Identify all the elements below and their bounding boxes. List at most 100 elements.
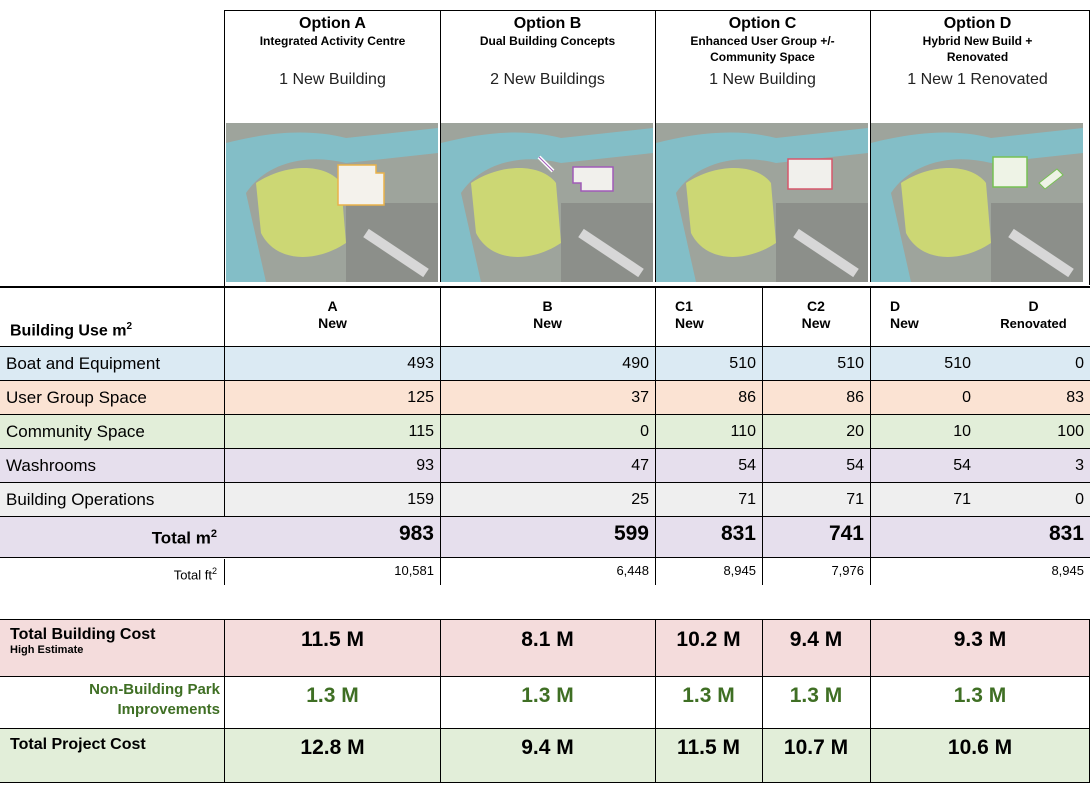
cost-sublabel: High Estimate: [10, 644, 84, 656]
total-m2-d: 831: [1048, 522, 1084, 545]
row-value: 3: [1075, 457, 1084, 474]
total-m2-c1: 831: [720, 522, 756, 545]
option-a-header: Option A Integrated Activity Centre 1 Ne…: [225, 11, 440, 286]
column-header-c1: C1 New: [655, 298, 762, 332]
option-subtitle: Hybrid New Build + Renovated: [922, 34, 1033, 64]
option-building-count: 1 New Building: [709, 71, 816, 88]
row-value: 0: [1075, 355, 1084, 372]
table-row: Washrooms 93 47 54 54 54 3: [0, 449, 1090, 482]
total-m2-c2: 741: [828, 522, 864, 545]
building-cost-c2: 9.4 M: [789, 628, 843, 651]
column-header-b: B New: [440, 298, 655, 332]
row-value: 93: [416, 457, 434, 474]
column-kind: Renovated: [1000, 316, 1067, 331]
total-ft2-c2: 7,976: [831, 563, 864, 578]
option-d-header: Option D Hybrid New Build + Renovated 1 …: [870, 11, 1085, 286]
park-cost-c1: 1.3 M: [682, 684, 735, 707]
row-value: 115: [408, 423, 434, 440]
row-value: 25: [631, 491, 649, 508]
column-kind: New: [318, 315, 347, 331]
site-plan-image-c: [656, 123, 868, 282]
option-subtitle: Integrated Activity Centre: [259, 34, 406, 48]
option-subtitle: Dual Building Concepts: [479, 34, 616, 48]
row-value: 37: [631, 389, 649, 406]
row-value: 100: [1057, 423, 1084, 440]
site-plan-image-a: [226, 123, 438, 282]
row-value: 0: [640, 423, 649, 440]
column-code: D: [1028, 298, 1039, 314]
option-title: Option A: [299, 15, 366, 32]
column-kind: New: [533, 315, 562, 331]
row-value: 86: [738, 389, 756, 406]
option-building-count: 2 New Buildings: [490, 71, 605, 88]
row-value: 125: [407, 389, 434, 406]
total-m2-label: Total m: [151, 528, 211, 548]
option-b-header: Option B Dual Building Concepts 2 New Bu…: [440, 11, 655, 286]
superscript: 2: [126, 320, 133, 332]
table-row: Boat and Equipment 493 490 510 510 510 0: [0, 347, 1090, 380]
cost-label: Non-Building Park Improvements: [89, 681, 220, 718]
option-building-count: 1 New 1 Renovated: [907, 71, 1048, 88]
column-kind: New: [675, 315, 704, 331]
total-ft2-c1: 8,945: [723, 563, 756, 578]
superscript: 2: [210, 528, 217, 540]
row-value: 71: [846, 491, 864, 508]
park-improvements-row: Non-Building Park Improvements 1.3 M 1.3…: [0, 676, 1090, 728]
project-cost-c1: 11.5 M: [676, 736, 741, 759]
row-value: 0: [962, 389, 971, 406]
option-title: Option B: [513, 15, 582, 32]
project-cost-a: 12.8 M: [300, 736, 365, 759]
building-cost-b: 8.1 M: [521, 628, 574, 651]
row-label: User Group Space: [6, 388, 147, 407]
total-ft2-label: Total ft: [173, 567, 212, 583]
column-kind: New: [801, 315, 831, 331]
column-code: B: [542, 298, 553, 314]
total-ft2-d: 8,945: [1051, 563, 1084, 578]
row-value: 510: [837, 355, 864, 372]
row-value: 510: [944, 355, 971, 372]
table-row: Community Space 115 0 110 20 10 100: [0, 415, 1090, 448]
option-title: Option C: [728, 15, 797, 32]
row-value: 0: [1075, 491, 1084, 508]
row-value: 86: [846, 389, 864, 406]
row-label: Building Operations: [6, 490, 155, 509]
row-value: 71: [738, 491, 756, 508]
row-value: 510: [729, 355, 756, 372]
total-m2-row: Total m2 983 599 831 741 831: [0, 517, 1090, 557]
row-value: 10: [953, 423, 971, 440]
column-header-d-new: D New: [870, 298, 977, 332]
column-header-a: A New: [225, 298, 440, 332]
row-value: 71: [953, 491, 971, 508]
building-cost-c1: 10.2 M: [676, 628, 741, 651]
site-plan-image-d: [871, 123, 1083, 282]
building-use-label: Building Use m: [10, 322, 127, 339]
row-label: Community Space: [6, 422, 145, 441]
row-value: 493: [407, 355, 434, 372]
park-cost-b: 1.3 M: [521, 684, 574, 707]
row-value: 54: [953, 457, 971, 474]
table-row: User Group Space 125 37 86 86 0 83: [0, 381, 1090, 414]
building-cost-a: 11.5 M: [300, 628, 365, 651]
column-kind: New: [890, 315, 919, 331]
project-cost-c2: 10.7 M: [783, 736, 849, 759]
total-ft2-b: 6,448: [616, 563, 649, 578]
total-building-cost-row: Total Building Cost High Estimate 11.5 M…: [0, 620, 1090, 676]
option-c-header: Option C Enhanced User Group +/- Communi…: [655, 11, 870, 286]
park-cost-a: 1.3 M: [306, 684, 359, 707]
column-header-d-renovated: D Renovated: [977, 298, 1090, 332]
project-cost-d: 10.6 M: [947, 736, 1013, 759]
row-value: 110: [730, 423, 756, 440]
column-code: C1: [675, 298, 693, 314]
park-cost-d: 1.3 M: [953, 684, 1007, 707]
row-value: 54: [738, 457, 756, 474]
site-plan-image-b: [441, 123, 653, 282]
option-title: Option D: [943, 15, 1012, 32]
row-value: 83: [1066, 389, 1084, 406]
column-code: D: [890, 298, 901, 314]
row-value: 47: [631, 457, 649, 474]
column-code: C2: [807, 298, 825, 314]
building-use-header: Building Use m2: [0, 292, 225, 344]
row-label: Boat and Equipment: [6, 354, 161, 373]
row-value: 20: [846, 423, 864, 440]
column-header-c2: C2 New: [762, 298, 870, 332]
